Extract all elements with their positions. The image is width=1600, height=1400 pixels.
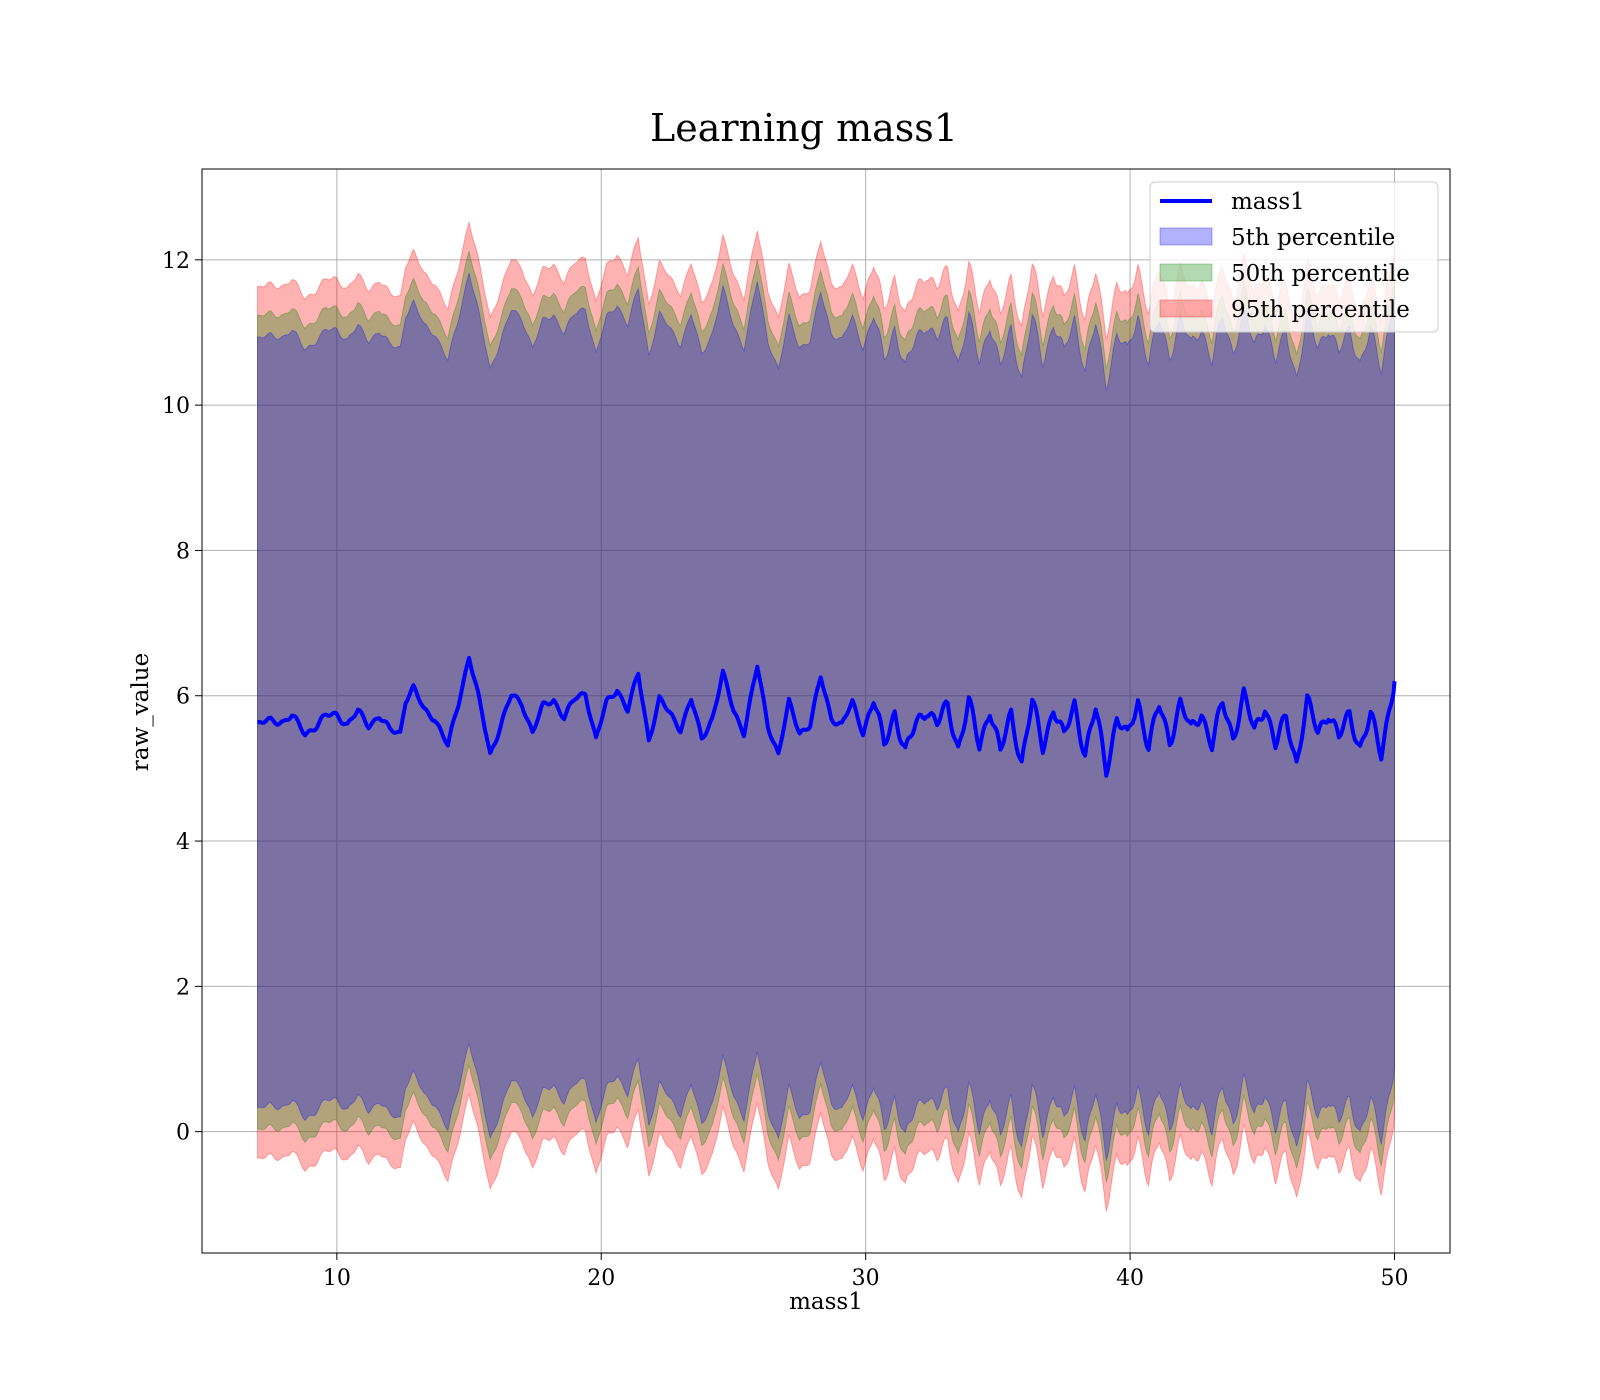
band-95th-percentile bbox=[257, 221, 1395, 1212]
legend-swatch-5th bbox=[1159, 227, 1213, 246]
y-tick-label-8: 8 bbox=[176, 539, 190, 564]
x-axis-label: mass1 bbox=[789, 1289, 863, 1315]
plot-frame bbox=[201, 168, 1451, 1254]
y-tick-label-12: 12 bbox=[162, 249, 190, 274]
y-tick-label-6: 6 bbox=[176, 685, 190, 710]
legend-label-95th: 95th percentile bbox=[1231, 297, 1410, 323]
band-50th-percentile bbox=[257, 250, 1395, 1183]
legend: mass1 5th percentile 50th percentile 95t… bbox=[1149, 181, 1439, 333]
legend-swatch-95th bbox=[1159, 299, 1213, 318]
legend-frame bbox=[1149, 181, 1439, 333]
series-lines bbox=[257, 655, 1397, 778]
x-tick-label-40: 40 bbox=[1116, 1266, 1144, 1291]
y-tick-label-0: 0 bbox=[176, 1121, 190, 1146]
x-tick-label-50: 50 bbox=[1380, 1266, 1408, 1291]
legend-label-50th: 50th percentile bbox=[1231, 261, 1410, 287]
x-ticks: 10 20 30 40 50 bbox=[323, 1253, 1408, 1291]
percentile-bands bbox=[257, 221, 1395, 1212]
band-5th-percentile bbox=[257, 272, 1395, 1161]
y-tick-label-4: 4 bbox=[176, 830, 190, 855]
legend-label-5th: 5th percentile bbox=[1231, 225, 1395, 251]
y-tick-label-10: 10 bbox=[162, 394, 190, 419]
chart-title: Learning mass1 bbox=[650, 106, 958, 150]
legend-label-mass1: mass1 bbox=[1231, 189, 1305, 215]
y-ticks: 0 2 4 6 8 10 12 bbox=[162, 249, 202, 1146]
y-axis-label: raw_value bbox=[128, 653, 154, 771]
legend-swatch-50th bbox=[1159, 263, 1213, 282]
x-tick-label-10: 10 bbox=[323, 1266, 351, 1291]
series-line-mass1 bbox=[257, 655, 1397, 778]
x-tick-label-30: 30 bbox=[852, 1266, 880, 1291]
y-tick-label-2: 2 bbox=[176, 975, 190, 1000]
x-tick-label-20: 20 bbox=[587, 1266, 615, 1291]
